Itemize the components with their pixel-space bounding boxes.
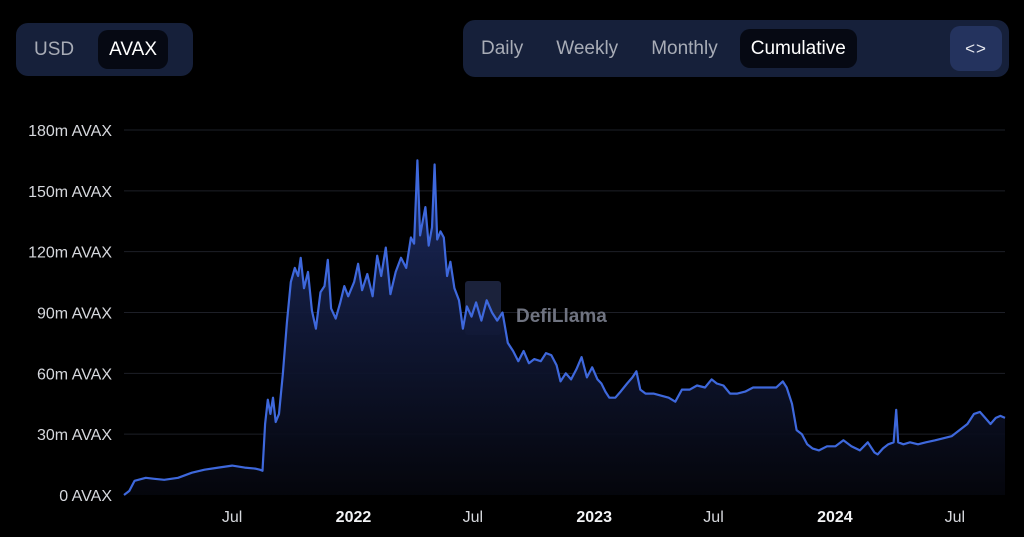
chart-svg: 0 AVAX 30m AVAX 60m AVAX 90m AVAX 120m AVAX 1… bbox=[28, 123, 1006, 526]
currency-toggle: USD AVAX bbox=[16, 23, 193, 76]
x-tick-label: 2022 bbox=[336, 509, 372, 526]
x-axis: Jul 2022 Jul 2023 Jul 2024 Jul bbox=[222, 509, 965, 526]
y-tick-label: 150m AVAX bbox=[28, 184, 112, 201]
code-icon: <> bbox=[965, 38, 987, 58]
y-tick-label: 30m AVAX bbox=[37, 427, 112, 444]
y-tick-label: 90m AVAX bbox=[37, 306, 112, 323]
y-tick-label: 60m AVAX bbox=[37, 366, 112, 383]
y-tick-label: 180m AVAX bbox=[28, 123, 112, 140]
y-axis: 0 AVAX 30m AVAX 60m AVAX 90m AVAX 120m AVAX 1… bbox=[28, 123, 112, 505]
currency-usd-button[interactable]: USD bbox=[34, 39, 75, 60]
currency-avax-button[interactable]: AVAX bbox=[98, 30, 168, 69]
series-area bbox=[124, 160, 1005, 495]
x-tick-label: 2023 bbox=[576, 509, 612, 526]
y-tick-label: 0 AVAX bbox=[59, 488, 112, 505]
x-tick-label: Jul bbox=[703, 509, 723, 526]
x-tick-label: Jul bbox=[222, 509, 242, 526]
grid-lines bbox=[124, 129, 1005, 435]
series-line bbox=[123, 159, 1006, 496]
x-tick-label: Jul bbox=[945, 509, 965, 526]
embed-code-button[interactable]: <> bbox=[950, 26, 1002, 71]
y-tick-label: 120m AVAX bbox=[28, 245, 112, 262]
x-tick-label: Jul bbox=[463, 509, 483, 526]
interval-weekly-button[interactable]: Weekly bbox=[556, 38, 619, 59]
interval-monthly-button[interactable]: Monthly bbox=[651, 38, 718, 59]
interval-daily-button[interactable]: Daily bbox=[481, 38, 524, 59]
x-tick-label: 2024 bbox=[817, 509, 853, 526]
interval-cumulative-button[interactable]: Cumulative bbox=[739, 29, 857, 68]
watermark-text: DefiLlama bbox=[516, 306, 607, 327]
interval-toggle: Daily Weekly Monthly Cumulative <> bbox=[463, 20, 1009, 77]
